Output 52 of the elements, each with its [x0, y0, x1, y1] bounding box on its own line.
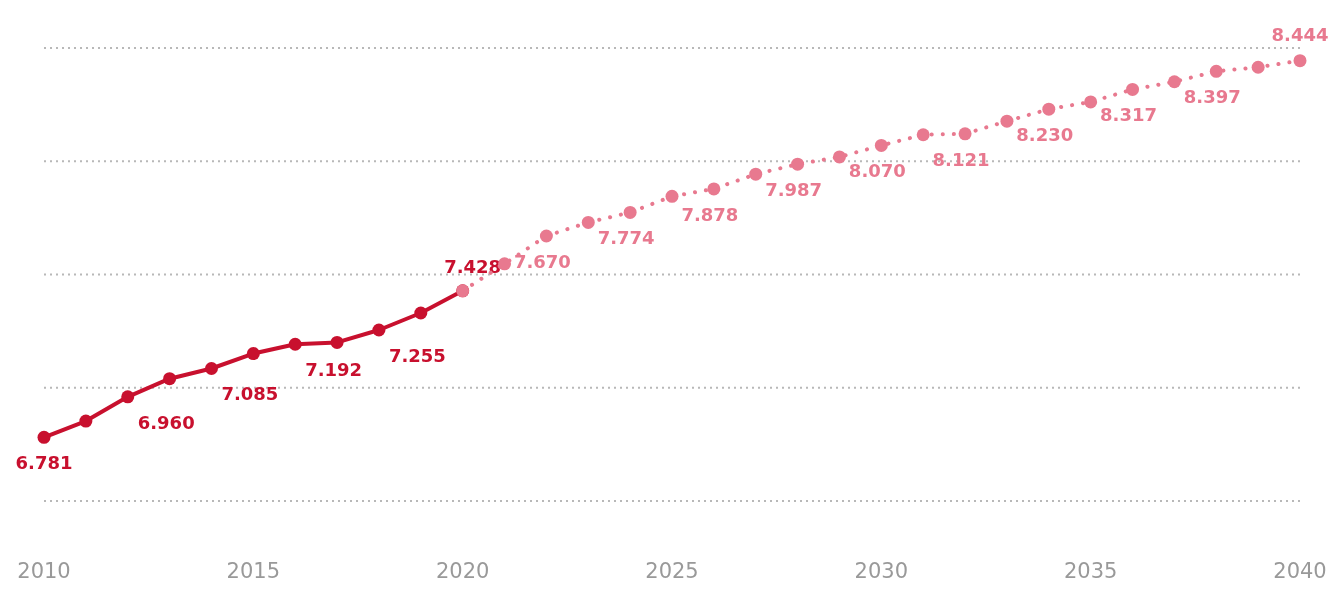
point	[1084, 95, 1098, 109]
point	[37, 430, 51, 444]
point	[1293, 54, 1307, 68]
x-tick-label: 2010	[17, 559, 71, 583]
point	[1042, 102, 1056, 116]
x-tick-label: 2015	[226, 559, 281, 583]
point	[539, 229, 553, 243]
point	[1209, 64, 1223, 78]
point	[414, 306, 428, 320]
data-label: 8.121	[932, 148, 990, 170]
point	[1000, 114, 1014, 128]
point	[1251, 60, 1265, 74]
point	[707, 182, 721, 196]
x-tick-label: 2020	[435, 559, 490, 583]
x-tick-label: 2030	[854, 559, 909, 583]
point	[916, 128, 930, 142]
point	[749, 167, 763, 181]
point	[372, 323, 386, 337]
data-label: 8.230	[1016, 124, 1074, 146]
point	[665, 189, 679, 203]
data-label: 8.070	[848, 160, 906, 182]
data-label: 8.317	[1100, 104, 1157, 126]
point	[79, 414, 93, 428]
x-tick-label: 2040	[1273, 559, 1327, 583]
point	[623, 205, 637, 219]
data-label: 6.781	[15, 452, 73, 474]
point	[121, 390, 135, 404]
point	[330, 335, 344, 349]
data-label: 7.255	[388, 344, 446, 366]
point	[581, 215, 595, 229]
data-label: 7.428	[444, 255, 502, 277]
point	[832, 150, 846, 164]
point	[288, 337, 302, 351]
point	[1167, 75, 1181, 89]
point	[204, 362, 218, 375]
data-label: 7.987	[765, 179, 823, 201]
point	[1126, 82, 1140, 96]
point	[246, 347, 260, 361]
data-label: 7.878	[681, 203, 739, 225]
data-label: 7.192	[305, 359, 363, 381]
data-label: 8.444	[1271, 23, 1329, 45]
point	[958, 127, 972, 141]
point	[163, 372, 177, 386]
point	[791, 157, 805, 171]
x-tick-label: 2035	[1063, 559, 1118, 583]
data-label: 7.774	[597, 227, 655, 249]
x-tick-label: 2025	[645, 559, 699, 583]
data-label: 7.085	[221, 383, 279, 405]
data-label: 8.397	[1183, 86, 1241, 108]
point	[874, 138, 888, 152]
data-label: 6.960	[137, 411, 195, 433]
data-label: 7.670	[513, 250, 571, 272]
